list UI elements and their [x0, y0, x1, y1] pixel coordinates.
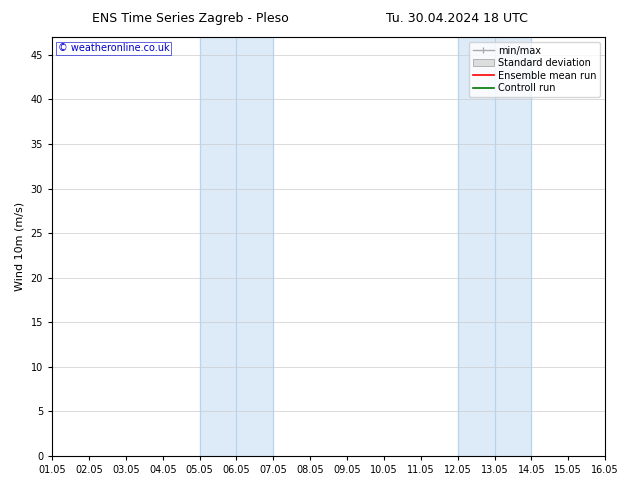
- Bar: [200, 37, 273, 456]
- Text: Tu. 30.04.2024 18 UTC: Tu. 30.04.2024 18 UTC: [385, 12, 527, 25]
- Text: © weatheronline.co.uk: © weatheronline.co.uk: [58, 43, 169, 53]
- Legend: min/max, Standard deviation, Ensemble mean run, Controll run: min/max, Standard deviation, Ensemble me…: [469, 42, 600, 97]
- Y-axis label: Wind 10m (m/s): Wind 10m (m/s): [15, 202, 25, 291]
- Text: ENS Time Series Zagreb - Pleso: ENS Time Series Zagreb - Pleso: [92, 12, 288, 25]
- Bar: [458, 37, 531, 456]
